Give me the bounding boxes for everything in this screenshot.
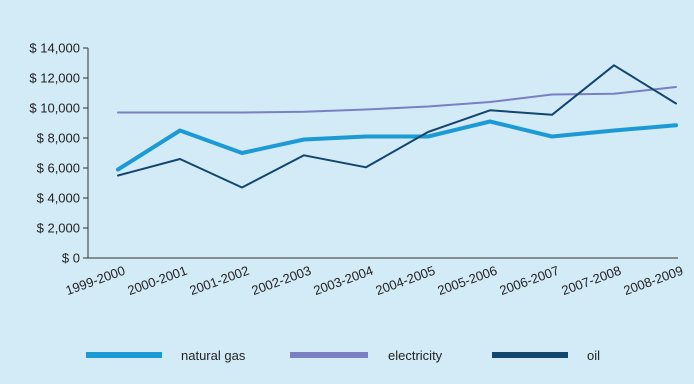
x-tick-label: 2000-2001 [125,263,189,298]
x-tick-label: 2007-2008 [559,263,623,298]
x-tick-label: 1999-2000 [63,263,127,298]
legend-label-electricity: electricity [388,348,443,363]
x-axis: 1999-20002000-20012001-20022002-20032003… [63,257,685,298]
y-axis: $ 0 $ 2,000 $ 4,000 $ 6,000 $ 8,000 $ 10,000 $… [29,41,89,266]
x-tick-label: 2005-2006 [435,263,499,298]
legend: natural gas electricity oil [86,348,600,363]
series-line-electricity [117,86,677,114]
series-lines [116,64,678,189]
legend-label-natural-gas: natural gas [181,348,246,363]
x-tick-label: 2003-2004 [311,263,375,298]
y-tick-label: $ 10,000 [29,101,80,116]
y-tick-label: $ 8,000 [37,131,80,146]
y-tick-label: $ 0 [62,251,80,266]
x-tick-label: 2006-2007 [497,263,561,298]
y-tick-label: $ 12,000 [29,71,80,86]
y-tick-label: $ 2,000 [37,221,80,236]
x-tick-label: 2001-2002 [187,263,251,298]
y-tick-label: $ 4,000 [37,191,80,206]
x-tick-label: 2008-2009 [621,263,685,298]
y-tick-label: $ 14,000 [29,41,80,56]
legend-label-oil: oil [587,348,600,363]
header-strip [0,0,694,4]
series-line-natural-gas [116,119,678,172]
series-line-oil [117,64,677,189]
x-tick-label: 2002-2003 [249,263,313,298]
x-tick-label: 2004-2005 [373,263,437,298]
y-tick-label: $ 6,000 [37,161,80,176]
